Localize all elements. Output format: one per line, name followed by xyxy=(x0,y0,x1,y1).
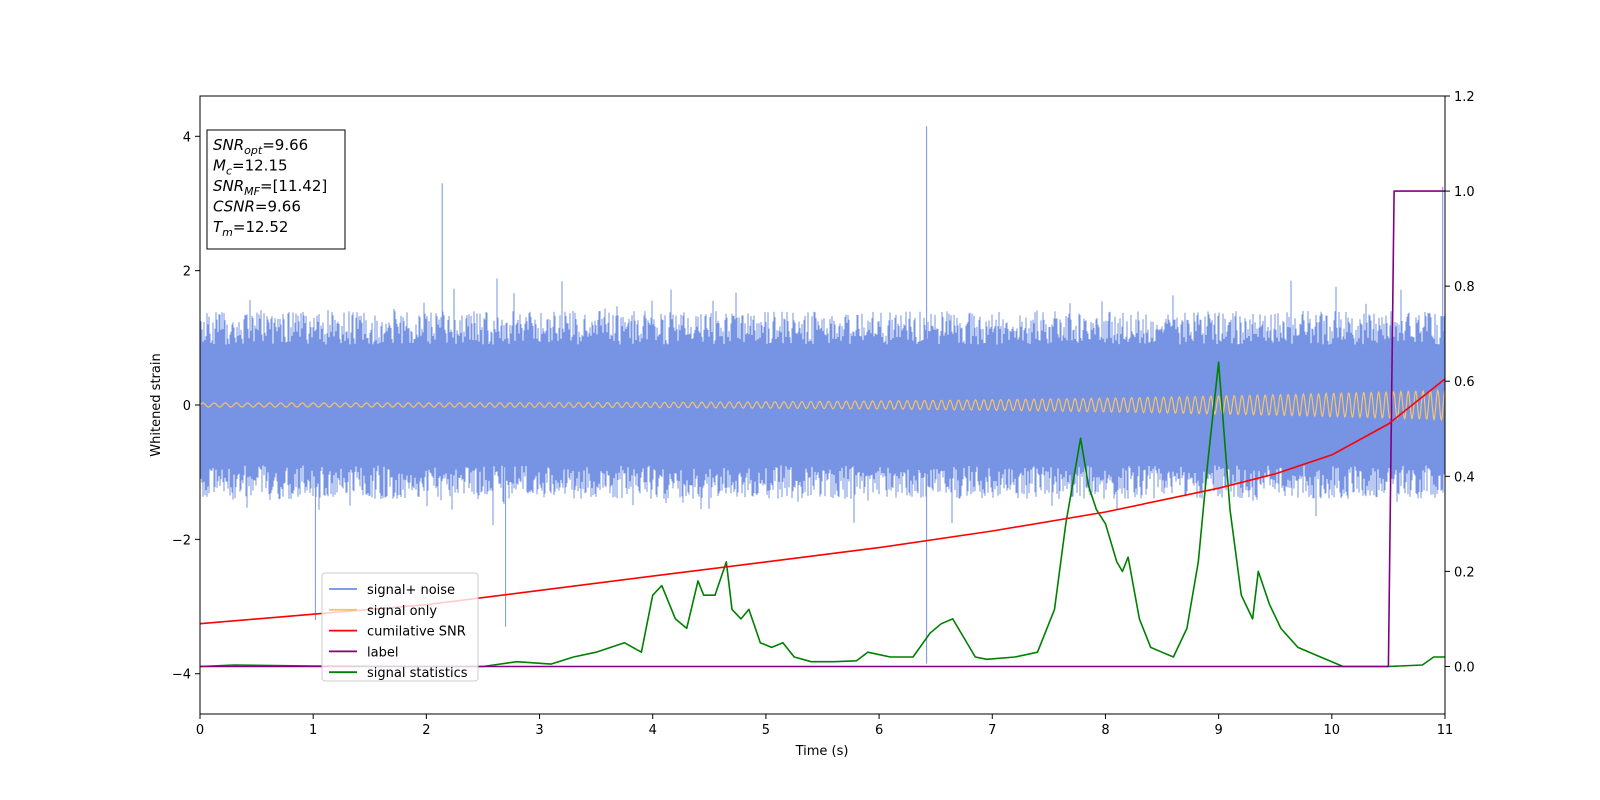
y-axis-label: Whitened strain xyxy=(149,353,164,456)
legend-label-3: label xyxy=(367,645,398,660)
y-right-tick-label-0: 0.0 xyxy=(1454,660,1475,675)
y-left-tick-label-1: −2 xyxy=(172,533,191,548)
info-line-2: SNRMF=[11.42] xyxy=(213,177,327,198)
legend-item-2: cumilative SNR xyxy=(329,625,466,640)
x-tick-label-2: 2 xyxy=(422,723,430,738)
y-left-tick-label-3: 2 xyxy=(183,265,191,280)
x-tick-label-3: 3 xyxy=(535,723,543,738)
y-right-tick-label-2: 0.4 xyxy=(1454,470,1475,485)
label-line xyxy=(200,190,1445,668)
y-right-tick-label-6: 1.2 xyxy=(1454,90,1475,105)
y-left-tick-label-2: 0 xyxy=(183,399,191,414)
left-y-axis: −4 −2 0 2 4 xyxy=(172,130,200,683)
x-tick-label-1: 1 xyxy=(309,723,317,738)
info-line-1: Mc=12.15 xyxy=(213,157,288,178)
signal-only-series xyxy=(200,388,1445,422)
x-tick-label-4: 4 xyxy=(649,723,657,738)
x-tick-label-8: 8 xyxy=(1101,723,1109,738)
x-tick-label-7: 7 xyxy=(988,723,996,738)
y-right-tick-label-3: 0.6 xyxy=(1454,375,1475,390)
x-axis-label: Time (s) xyxy=(795,744,849,759)
x-tick-label-11: 11 xyxy=(1437,723,1454,738)
y-right-tick-label-5: 1.0 xyxy=(1454,185,1475,200)
info-box: SNRopt=9.66Mc=12.15SNRMF=[11.42]CSNR=9.6… xyxy=(206,129,346,250)
legend-label-1: signal only xyxy=(367,604,437,619)
x-tick-label-0: 0 xyxy=(196,723,204,738)
info-line-0: SNRopt=9.66 xyxy=(213,136,308,157)
y-right-tick-label-4: 0.8 xyxy=(1454,280,1475,295)
x-axis: 0 1 2 3 4 5 6 7 8 9 10 11 xyxy=(196,714,1453,738)
legend-item-3: label xyxy=(329,645,398,660)
legend-label-2: cumilative SNR xyxy=(367,625,466,640)
legend: signal+ noise signal only cumilative SNR la… xyxy=(321,572,479,682)
x-tick-label-5: 5 xyxy=(762,723,770,738)
y-left-tick-label-0: −4 xyxy=(172,668,191,683)
legend-item-4: signal statistics xyxy=(329,666,468,681)
x-tick-label-9: 9 xyxy=(1214,723,1222,738)
x-tick-label-6: 6 xyxy=(875,723,883,738)
x-tick-label-10: 10 xyxy=(1324,723,1341,738)
info-line-4: Tm=12.52 xyxy=(213,218,288,239)
legend-label-4: signal statistics xyxy=(367,666,468,681)
signal-only-trace xyxy=(200,388,1445,422)
info-line-3: CSNR=9.66 xyxy=(213,198,301,216)
right-y-axis: 0.0 0.2 0.4 0.6 0.8 1.0 1.2 xyxy=(1445,90,1475,675)
y-right-tick-label-1: 0.2 xyxy=(1454,565,1475,580)
signal-statistics-line xyxy=(200,361,1445,668)
y-left-tick-label-4: 4 xyxy=(183,130,191,145)
legend-item-1: signal only xyxy=(329,604,437,619)
legend-label-0: signal+ noise xyxy=(367,583,455,598)
legend-item-0: signal+ noise xyxy=(329,583,455,598)
